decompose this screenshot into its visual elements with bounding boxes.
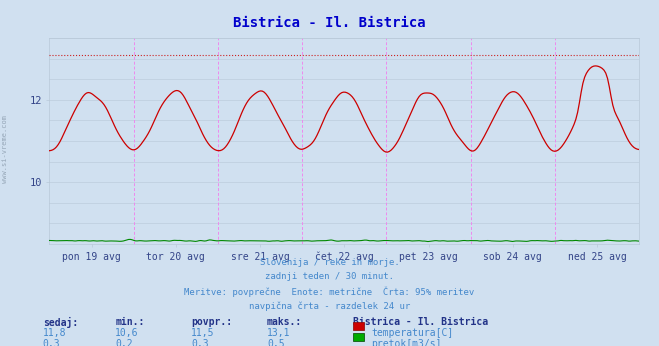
Text: Meritve: povprečne  Enote: metrične  Črta: 95% meritev: Meritve: povprečne Enote: metrične Črta:…	[185, 287, 474, 297]
Text: zadnji teden / 30 minut.: zadnji teden / 30 minut.	[265, 272, 394, 281]
Text: 11,5: 11,5	[191, 328, 215, 338]
Text: 0,3: 0,3	[43, 339, 61, 346]
Text: 10,6: 10,6	[115, 328, 139, 338]
Text: 0,2: 0,2	[115, 339, 133, 346]
Text: temperatura[C]: temperatura[C]	[371, 328, 453, 338]
Text: maks.:: maks.:	[267, 317, 302, 327]
Text: Slovenija / reke in morje.: Slovenija / reke in morje.	[260, 258, 399, 267]
Text: sedaj:: sedaj:	[43, 317, 78, 328]
Text: pretok[m3/s]: pretok[m3/s]	[371, 339, 442, 346]
Text: 13,1: 13,1	[267, 328, 291, 338]
Text: Bistrica - Il. Bistrica: Bistrica - Il. Bistrica	[353, 317, 488, 327]
Text: www.si-vreme.com: www.si-vreme.com	[2, 115, 9, 183]
Text: navpična črta - razdelek 24 ur: navpična črta - razdelek 24 ur	[249, 301, 410, 311]
Text: 11,8: 11,8	[43, 328, 67, 338]
Text: 0,5: 0,5	[267, 339, 285, 346]
Text: min.:: min.:	[115, 317, 145, 327]
Text: povpr.:: povpr.:	[191, 317, 232, 327]
Text: 0,3: 0,3	[191, 339, 209, 346]
Text: Bistrica - Il. Bistrica: Bistrica - Il. Bistrica	[233, 16, 426, 29]
